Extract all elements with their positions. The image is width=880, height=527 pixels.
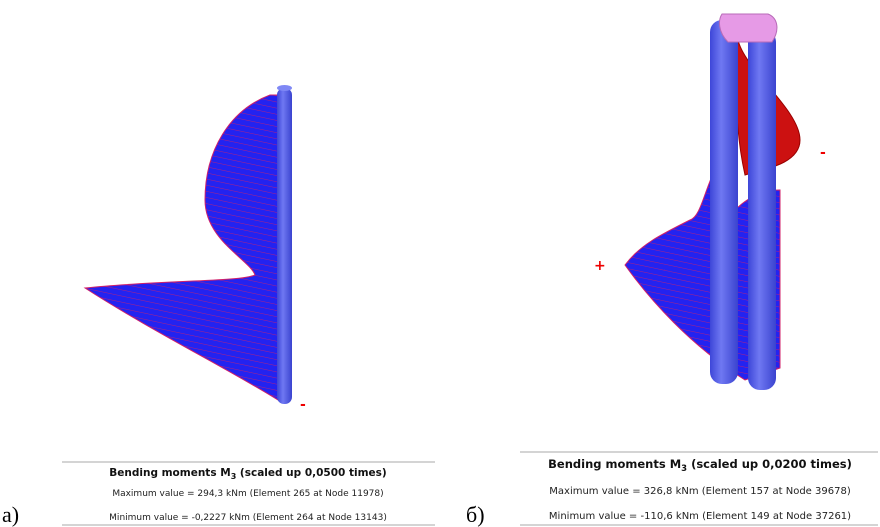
column xyxy=(277,88,292,404)
title-text: Bending moments M xyxy=(548,457,681,471)
panel-a: - Bending moments M3 (scaled up 0,0500 t… xyxy=(2,85,435,527)
sign: - xyxy=(300,397,306,413)
column-top xyxy=(277,85,292,91)
title-suffix: (scaled up 0,0500 times) xyxy=(236,467,386,479)
column xyxy=(748,30,776,390)
sign: - xyxy=(820,145,826,161)
panel-label: б) xyxy=(466,502,485,527)
caption-title: Bending moments M3 (scaled up 0,0200 tim… xyxy=(548,457,852,474)
cap-block xyxy=(720,14,777,42)
column xyxy=(710,20,738,384)
max-line: Maximum value = 326,8 kNm (Element 157 a… xyxy=(549,486,851,497)
caption-title: Bending moments M3 (scaled up 0,0500 tim… xyxy=(109,467,386,481)
title-suffix: (scaled up 0,0200 times) xyxy=(687,457,852,471)
panel-label: a) xyxy=(2,502,19,527)
moment-diagram xyxy=(85,95,278,400)
min-line: Minimum value = -110,6 kNm (Element 149 … xyxy=(549,511,851,522)
figure: - Bending moments M3 (scaled up 0,0500 t… xyxy=(0,0,880,527)
min-line: Minimum value = -0,2227 kNm (Element 264… xyxy=(109,513,387,523)
max-line: Maximum value = 294,3 kNm (Element 265 a… xyxy=(112,489,383,499)
sign: + xyxy=(594,258,606,274)
panel-b: + - Bending moments M3 (scaled up 0,0200… xyxy=(466,14,878,527)
title-text: Bending moments M xyxy=(109,467,230,479)
